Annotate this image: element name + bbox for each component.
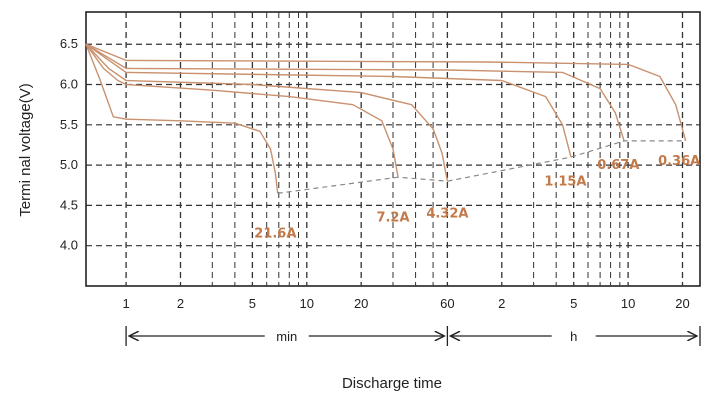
series-line bbox=[85, 43, 572, 158]
y-axis-title: Termi nal voltage(V) bbox=[17, 83, 34, 216]
grid bbox=[86, 12, 700, 286]
y-tick-labels: 4.0 4.5 5.0 5.5 6.0 6.5 bbox=[60, 36, 78, 252]
y-tick-label: 5.5 bbox=[60, 117, 78, 132]
end-voltage-line bbox=[277, 140, 686, 194]
series-line bbox=[85, 43, 399, 178]
x-tick-label: 10 bbox=[621, 296, 635, 311]
y-tick-label: 6.5 bbox=[60, 36, 78, 51]
series-line bbox=[85, 43, 625, 142]
y-tick-label: 6.0 bbox=[60, 77, 78, 92]
y-tick-label: 4.5 bbox=[60, 197, 78, 212]
series-line bbox=[85, 43, 449, 182]
curve-label: 0.36A bbox=[658, 154, 700, 169]
curve-label: 4.32A bbox=[426, 207, 468, 222]
curve-label: 21.6A bbox=[254, 227, 296, 242]
range-unit-label: h bbox=[570, 329, 577, 344]
time-unit-ranges: min h bbox=[125, 326, 701, 346]
x-tick-label: 10 bbox=[300, 296, 314, 311]
x-tick-label: 2 bbox=[177, 296, 184, 311]
x-tick-label: 20 bbox=[675, 296, 689, 311]
x-tick-label: 60 bbox=[440, 296, 454, 311]
series-line bbox=[85, 43, 279, 194]
curve-labels: 21.6A 7.2A 4.32A 1.15A 0.67A 0.36A bbox=[254, 154, 700, 242]
x-tick-label: 20 bbox=[354, 296, 368, 311]
curve-label: 7.2A bbox=[376, 211, 409, 226]
x-tick-label: 5 bbox=[249, 296, 256, 311]
y-tick-label: 5.0 bbox=[60, 157, 78, 172]
series-line bbox=[85, 43, 687, 142]
x-tick-labels: 1 2 5 10 20 60 2 5 10 20 bbox=[122, 296, 689, 311]
x-tick-label: 5 bbox=[570, 296, 577, 311]
range-unit-label: min bbox=[276, 329, 297, 344]
curve-label: 0.67A bbox=[597, 158, 639, 173]
x-tick-label: 2 bbox=[498, 296, 505, 311]
x-tick-label: 1 bbox=[122, 296, 129, 311]
discharge-curves bbox=[85, 43, 687, 194]
y-tick-label: 4.0 bbox=[60, 238, 78, 253]
curve-label: 1.15A bbox=[544, 174, 586, 189]
x-axis-title: Discharge time bbox=[342, 375, 442, 392]
